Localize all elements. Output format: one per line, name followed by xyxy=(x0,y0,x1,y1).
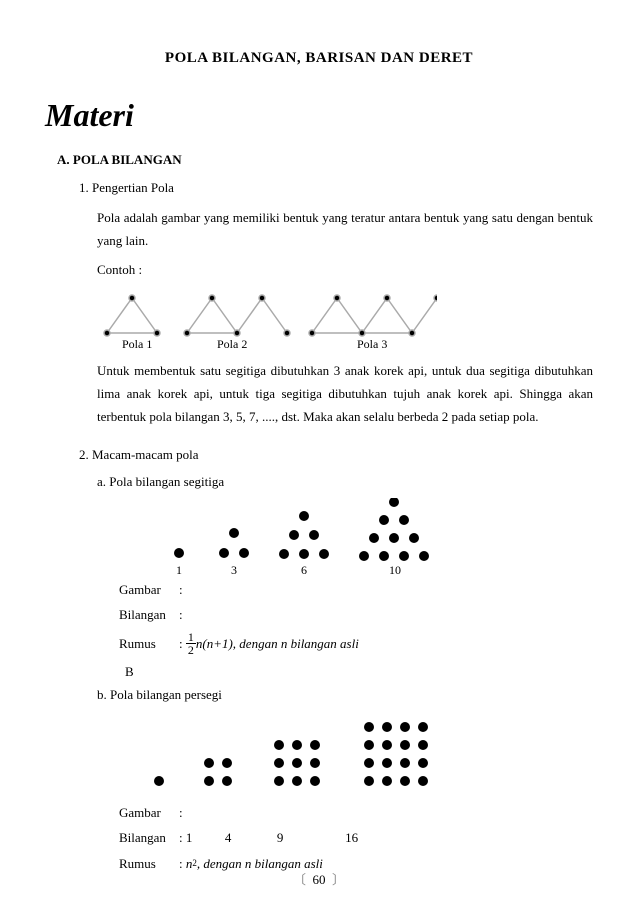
bilangan-label-a: Bilangan xyxy=(119,605,179,625)
fraction-half-icon: 12 xyxy=(186,631,196,656)
gambar-row-b: Gambar: xyxy=(119,803,593,823)
gambar-row-a: Gambar: xyxy=(119,580,593,600)
item2a-title: Pola bilangan segitiga xyxy=(109,474,224,489)
pola2-label: Pola 2 xyxy=(217,337,247,351)
item2b-row: b. Pola bilangan persegi xyxy=(97,685,593,705)
svg-text:10: 10 xyxy=(389,563,401,576)
svg-text:3: 3 xyxy=(231,563,237,576)
pola1-label: Pola 1 xyxy=(122,337,152,351)
item1-title: Pengertian Pola xyxy=(92,180,174,195)
item2b-label: b. xyxy=(97,687,107,702)
rumus-formula-a: n(n+1), dengan n bilangan asli xyxy=(196,634,359,654)
bilangan-row-b: Bilangan : 1 4 9 16 xyxy=(119,828,593,848)
item2-num: 2. xyxy=(79,447,89,462)
page-footer: 〔 60 〕 xyxy=(0,869,638,888)
item2a-row: a. Pola bilangan segitiga xyxy=(97,472,593,492)
item1-contoh: Contoh : xyxy=(97,258,593,281)
section-a-title: POLA BILANGAN xyxy=(73,152,182,167)
svg-text:1: 1 xyxy=(176,563,182,576)
bracket-left-icon: 〔 xyxy=(293,872,306,887)
matchstick-diagram: Pola 1 Pola 2 Pola 3 xyxy=(97,288,593,353)
item1-p1: Pola adalah gambar yang memiliki bentuk … xyxy=(97,206,593,253)
materi-heading: Materi xyxy=(45,97,593,134)
item1-num: 1. xyxy=(79,180,89,195)
rumus-row-a: Rumus : 12 n(n+1), dengan n bilangan asl… xyxy=(119,631,593,656)
chapter-title: Pola bilangan, barisan dan deret xyxy=(45,50,593,67)
square-dots-diagram xyxy=(119,711,593,791)
section-a: A. POLA BILANGAN xyxy=(57,152,593,168)
bracket-right-icon: 〕 xyxy=(332,872,345,887)
b-stray: B xyxy=(125,662,593,682)
page-number: 60 xyxy=(313,872,326,887)
item2a-label: a. xyxy=(97,474,106,489)
bilangan-row-a: Bilangan: xyxy=(119,605,593,625)
item2b-title: Pola bilangan persegi xyxy=(110,687,222,702)
triangle-dots-diagram: 1 3 6 10 xyxy=(119,498,593,576)
item2-title: Macam-macam pola xyxy=(92,447,198,462)
item1-row: 1. Pengertian Pola xyxy=(79,178,593,198)
section-a-label: A. xyxy=(57,152,70,167)
bilangan-label-b: Bilangan xyxy=(119,828,179,848)
rumus-label-a: Rumus xyxy=(119,634,179,654)
pola3-label: Pola 3 xyxy=(357,337,387,351)
gambar-label-b: Gambar xyxy=(119,803,179,823)
svg-text:6: 6 xyxy=(301,563,307,576)
gambar-label-a: Gambar xyxy=(119,580,179,600)
item1-p2: Untuk membentuk satu segitiga dibutuhkan… xyxy=(97,359,593,429)
bilangan-values-b: 1 4 9 16 xyxy=(186,828,358,848)
item2-row: 2. Macam-macam pola xyxy=(79,445,593,465)
